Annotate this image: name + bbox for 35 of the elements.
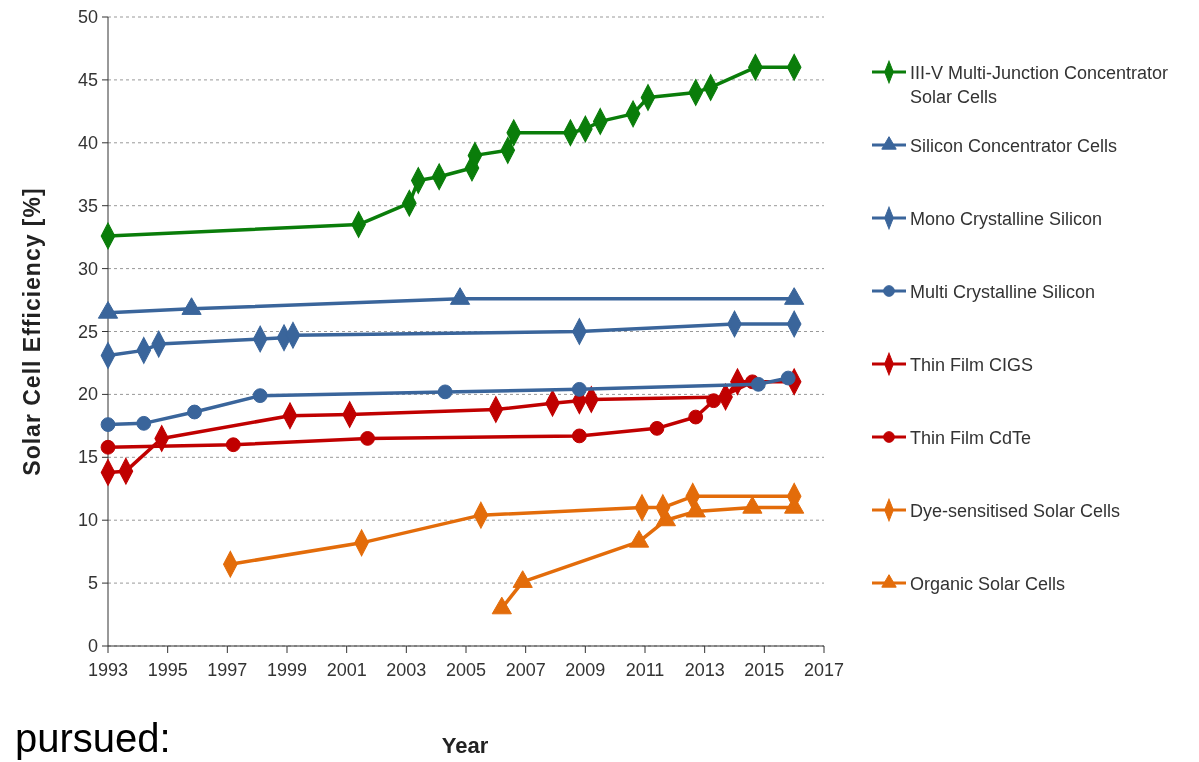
legend-label: III-V Multi-Junction Concentrator Solar Cells — [910, 63, 1169, 107]
x-tick-label: 2017 — [803, 660, 845, 680]
y-tick-label: 0 — [87, 636, 98, 656]
x-tick-label: 2007 — [505, 660, 546, 680]
legend-label: Thin Film CIGS — [910, 355, 1034, 375]
x-tick-label: 2003 — [386, 660, 427, 680]
y-tick-label: 10 — [77, 510, 98, 531]
legend-label: Silicon Concentrator Cells — [910, 136, 1118, 156]
x-tick-label: 1999 — [266, 660, 308, 680]
y-tick-label: 40 — [77, 132, 98, 153]
y-tick-label: 5 — [87, 573, 98, 594]
text: pursued: — [15, 716, 171, 760]
y-tick-label: 25 — [77, 321, 98, 342]
y-tick-label: 35 — [77, 195, 98, 216]
x-tick-label: 2001 — [326, 660, 367, 680]
x-tick-label: 2015 — [744, 660, 785, 680]
x-axis-title: Year — [441, 733, 489, 758]
y-axis-title: Solar Cell Efficiency [%] — [19, 187, 45, 476]
legend-label: Mono Crystalline Silicon — [910, 209, 1103, 229]
x-tick-label: 1995 — [147, 660, 188, 680]
legend-label: Multi Crystalline Silicon — [910, 282, 1096, 302]
legend-label: Organic Solar Cells — [910, 574, 1066, 594]
x-tick-label: 2011 — [625, 660, 665, 680]
legend-label: Thin Film CdTe — [910, 428, 1032, 448]
legend-label: Dye-sensitised Solar Cells — [910, 501, 1121, 521]
y-tick-label: 50 — [77, 7, 98, 27]
y-tick-label: 30 — [77, 258, 98, 279]
y-tick-label: 20 — [77, 384, 98, 405]
y-tick-label: 45 — [77, 69, 98, 90]
x-tick-label: 2005 — [445, 660, 487, 680]
x-tick-label: 1993 — [87, 660, 129, 680]
x-tick-label: 1997 — [207, 660, 248, 680]
x-tick-label: 2009 — [565, 660, 606, 680]
x-tick-label: 2013 — [684, 660, 725, 680]
y-tick-label: 15 — [77, 447, 98, 468]
